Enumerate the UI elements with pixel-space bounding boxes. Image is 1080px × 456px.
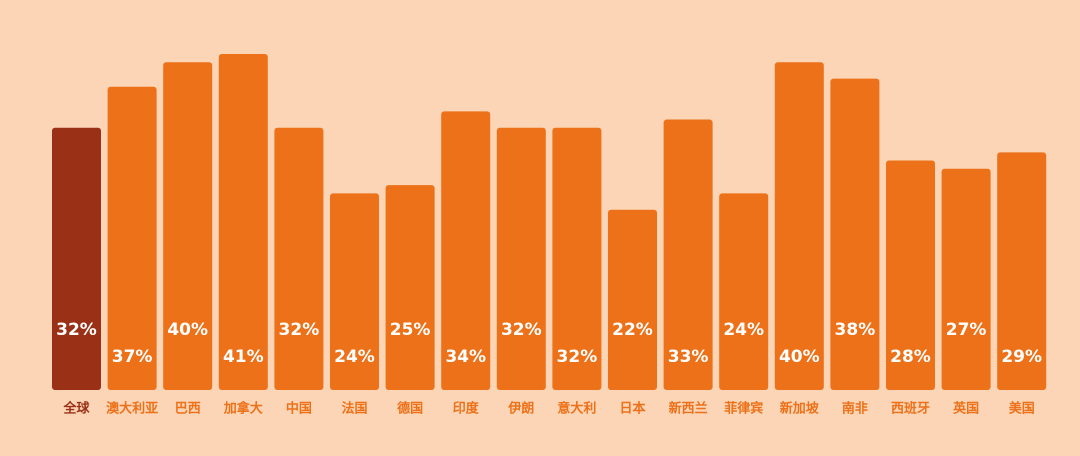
bar: [218, 54, 268, 390]
category-label: 英国: [952, 401, 979, 417]
category-label: 伊朗: [507, 401, 534, 417]
bar: [997, 152, 1047, 390]
value-label: 29%: [1001, 347, 1042, 367]
bar: [163, 62, 213, 390]
category-label: 巴西: [175, 402, 201, 417]
bar: [830, 78, 880, 391]
bar: [107, 86, 157, 390]
value-label: 34%: [445, 347, 486, 367]
value-label: 25%: [390, 320, 431, 340]
value-label: 32%: [279, 320, 320, 340]
value-label: 32%: [56, 320, 97, 340]
value-label: 33%: [668, 347, 709, 367]
value-label: 32%: [501, 320, 542, 340]
bar: [330, 193, 379, 390]
value-label: 38%: [835, 320, 876, 340]
value-label: 22%: [612, 320, 653, 340]
bar: [441, 111, 491, 391]
bar: [552, 127, 602, 390]
bar: [886, 160, 935, 390]
category-label: 加拿大: [223, 401, 263, 417]
bar: [941, 168, 991, 390]
category-label: 印度: [453, 401, 480, 417]
category-label: 南非: [842, 401, 868, 417]
bar: [52, 127, 101, 390]
bar: [608, 209, 657, 390]
category-label: 西班牙: [891, 401, 930, 417]
value-label: 32%: [557, 347, 598, 367]
value-label: 24%: [334, 347, 375, 367]
category-label: 日本: [619, 401, 645, 417]
value-label: 24%: [723, 320, 764, 340]
bar: [774, 62, 824, 390]
value-label: 40%: [779, 347, 820, 367]
category-label: 新西兰: [669, 401, 708, 417]
category-label: 美国: [1009, 401, 1035, 417]
value-label: 27%: [946, 320, 987, 340]
bar: [719, 193, 769, 390]
value-label: 28%: [890, 347, 931, 367]
category-label: 意大利: [557, 401, 596, 417]
category-label: 菲律宾: [724, 401, 763, 417]
category-label: 澳大利亚: [106, 401, 158, 417]
value-label: 37%: [112, 347, 153, 367]
bar: [274, 127, 324, 390]
value-label: 41%: [223, 347, 264, 367]
bar: [663, 119, 713, 390]
category-label: 全球: [62, 401, 90, 417]
bar: [385, 185, 435, 390]
category-label: 法国: [341, 401, 367, 417]
bar: [496, 127, 546, 390]
category-label: 德国: [397, 401, 423, 417]
value-label: 40%: [167, 320, 208, 340]
category-label: 新加坡: [780, 401, 820, 417]
category-label: 中国: [286, 401, 312, 417]
